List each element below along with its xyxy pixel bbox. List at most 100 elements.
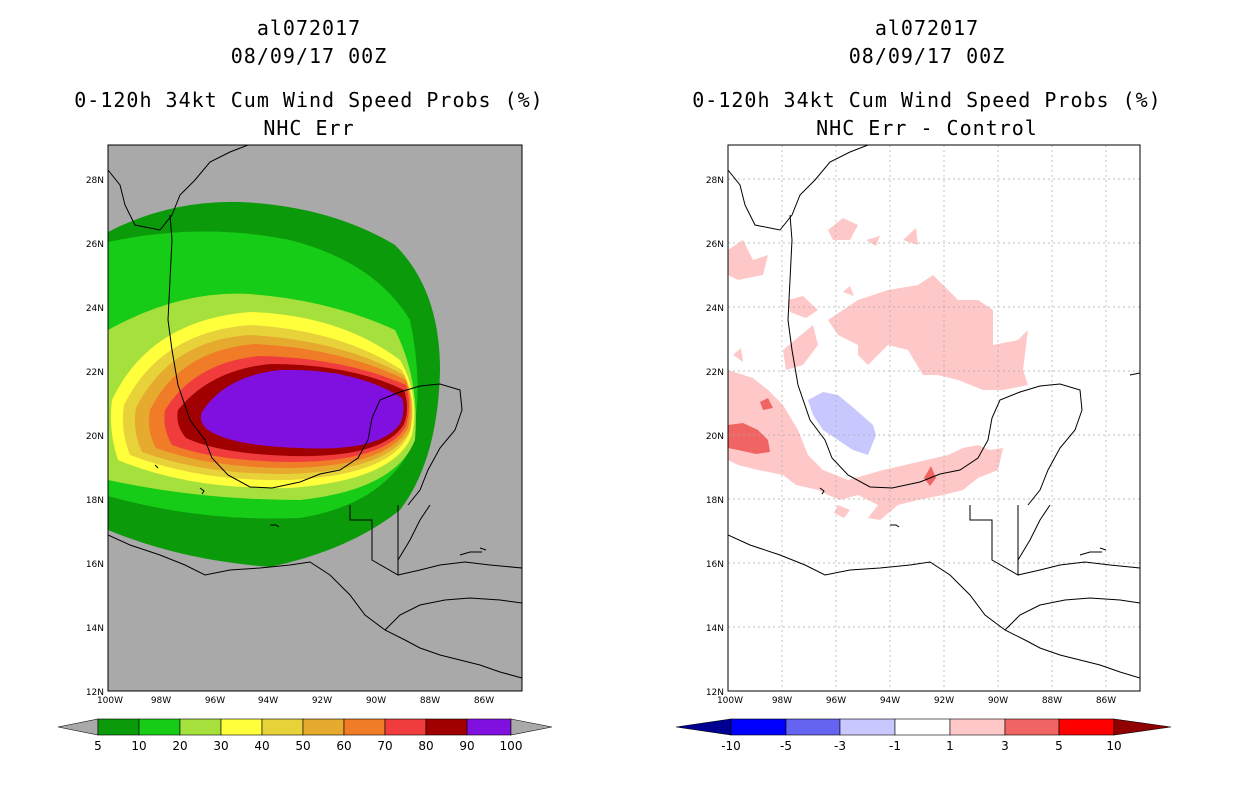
colorbar-end-low <box>57 718 99 736</box>
colorbar-label: 50 <box>295 739 310 753</box>
difference-map: 28N 26N 24N 22N 20N 18N 16N 14N 12N 100W… <box>675 144 1172 753</box>
colorbar-swatch <box>97 718 140 736</box>
product-title: 0-120h 34kt Cum Wind Speed Probs (%) <box>74 88 544 112</box>
colorbar-label: 90 <box>459 739 474 753</box>
right-panel: al072017 08/09/17 00Z 0-120h 34kt Cum Wi… <box>618 0 1236 800</box>
longitude-labels: 100W 98W 96W 94W 92W 90W 88W 86W <box>97 696 494 706</box>
colorbar-label: 30 <box>213 739 228 753</box>
lat-label: 28N <box>706 176 724 186</box>
colorbar-swatch <box>894 718 951 736</box>
probability-contours <box>108 201 440 567</box>
colorbar-swatch <box>179 718 222 736</box>
lat-label: 14N <box>706 624 724 634</box>
datetime: 08/09/17 00Z <box>230 44 388 68</box>
lon-label: 96W <box>205 696 225 706</box>
lat-label: 18N <box>86 496 104 506</box>
lon-label: 86W <box>1096 696 1116 706</box>
latitude-labels: 28N 26N 24N 22N 20N 18N 16N 14N 12N <box>706 176 724 698</box>
lon-label: 86W <box>474 696 494 706</box>
colorbar-swatch <box>384 718 427 736</box>
colorbar-swatch <box>425 718 468 736</box>
map-frame <box>727 144 1141 692</box>
map-background <box>728 145 1140 691</box>
lon-label: 98W <box>772 696 792 706</box>
lat-label: 22N <box>706 368 724 378</box>
colorbar-swatch <box>839 718 896 736</box>
panel-subtitle: NHC Err - Control <box>816 116 1038 140</box>
colorbar-swatch <box>730 718 787 736</box>
colorbar-label: -5 <box>780 739 792 753</box>
colorbar-label: 3 <box>1001 739 1009 753</box>
lon-label: 100W <box>717 696 743 706</box>
lat-label: 26N <box>86 240 104 250</box>
colorbar-label: 1 <box>946 739 954 753</box>
latitude-labels: 28N 26N 24N 22N 20N 18N 16N 14N 12N <box>86 176 104 698</box>
lon-label: 88W <box>420 696 440 706</box>
colorbar-end-high <box>1113 718 1172 736</box>
left-panel: al072017 08/09/17 00Z 0-120h 34kt Cum Wi… <box>57 16 553 753</box>
map-frame <box>107 144 523 692</box>
colorbar-label: -10 <box>721 739 741 753</box>
colorbar-label: -1 <box>889 739 901 753</box>
colorbar-swatch <box>466 718 512 736</box>
colorbar-label: 60 <box>336 739 351 753</box>
lon-label: 94W <box>880 696 900 706</box>
colorbar <box>57 718 553 736</box>
lon-label: 92W <box>312 696 332 706</box>
probability-map: 28N 26N 24N 22N 20N 18N 16N 14N 12N 100W… <box>57 144 553 753</box>
lat-label: 20N <box>706 432 724 442</box>
lon-label: 90W <box>366 696 386 706</box>
lat-label: 22N <box>86 368 104 378</box>
colorbar-label: 5 <box>94 739 102 753</box>
difference-contours <box>728 218 1028 520</box>
gridlines <box>728 145 1140 691</box>
colorbar-end-high <box>510 718 553 736</box>
lat-label: 16N <box>706 560 724 570</box>
colorbar-label: 80 <box>418 739 433 753</box>
colorbar-label: 20 <box>172 739 187 753</box>
lat-label: 14N <box>86 624 104 634</box>
colorbar-label: -3 <box>834 739 846 753</box>
lat-label: 16N <box>86 560 104 570</box>
lon-label: 94W <box>258 696 278 706</box>
lat-label: 24N <box>706 304 724 314</box>
datetime: 08/09/17 00Z <box>848 44 1006 68</box>
coastlines <box>108 145 522 679</box>
lat-label: 26N <box>706 240 724 250</box>
lon-label: 100W <box>97 696 123 706</box>
product-title: 0-120h 34kt Cum Wind Speed Probs (%) <box>692 88 1162 112</box>
lon-label: 90W <box>988 696 1008 706</box>
lat-label: 24N <box>86 304 104 314</box>
colorbar-labels: 5 10 20 30 40 50 60 70 80 90 100 <box>94 739 522 753</box>
colorbar-label: 70 <box>377 739 392 753</box>
colorbar-labels: -10 -5 -3 -1 1 3 5 10 <box>721 739 1121 753</box>
colorbar-swatch <box>785 718 841 736</box>
colorbar-swatch <box>138 718 181 736</box>
colorbar-swatch <box>220 718 263 736</box>
colorbar-swatch <box>261 718 304 736</box>
colorbar-swatch <box>302 718 345 736</box>
lat-label: 18N <box>706 496 724 506</box>
lat-label: 12N <box>706 688 724 698</box>
lon-label: 88W <box>1042 696 1062 706</box>
colorbar-swatch <box>949 718 1006 736</box>
colorbar-label: 10 <box>131 739 146 753</box>
lat-label: 20N <box>86 432 104 442</box>
lat-label: 12N <box>86 688 104 698</box>
longitude-labels: 100W 98W 96W 94W 92W 90W 88W 86W <box>717 696 1116 706</box>
colorbar <box>675 718 1172 736</box>
colorbar-label: 5 <box>1055 739 1063 753</box>
colorbar-swatch <box>1004 718 1060 736</box>
colorbar-label: 100 <box>500 739 523 753</box>
panel-subtitle: NHC Err <box>263 116 355 140</box>
colorbar-label: 10 <box>1106 739 1121 753</box>
colorbar-end-low <box>675 718 732 736</box>
colorbar-swatch <box>1058 718 1115 736</box>
lon-label: 96W <box>826 696 846 706</box>
storm-id: al072017 <box>256 16 362 40</box>
colorbar-swatch <box>343 718 386 736</box>
coastlines <box>728 145 1140 679</box>
lon-label: 92W <box>934 696 954 706</box>
lat-label: 28N <box>86 176 104 186</box>
storm-id: al072017 <box>874 16 980 40</box>
